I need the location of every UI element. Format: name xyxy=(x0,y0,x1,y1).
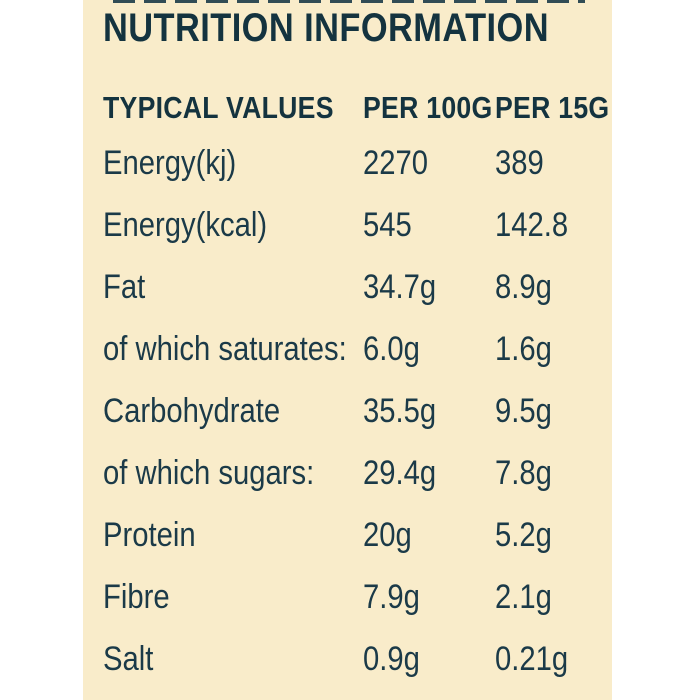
per-100g-value: 0.9g xyxy=(363,639,420,678)
per-15g-value: 5.2g xyxy=(495,515,552,554)
per-15g-value: 142.8 xyxy=(495,205,569,244)
per-15g-value: 9.5g xyxy=(495,391,552,430)
per-100g-value: 2270 xyxy=(363,143,429,182)
per-100g-value: 7.9g xyxy=(363,577,420,616)
per-15g-value: 389 xyxy=(495,143,544,182)
per-15g-value: 8.9g xyxy=(495,267,552,306)
header-typical-values: TYPICAL VALUES xyxy=(103,90,334,125)
row-label: Carbohydrate xyxy=(103,391,281,430)
row-label: Salt xyxy=(103,639,154,678)
nutrition-table: TYPICAL VALUES PER 100G PER 15G Energy(k… xyxy=(103,90,612,690)
table-row: Fat 34.7g 8.9g xyxy=(103,256,612,318)
table-row: Fibre 7.9g 2.1g xyxy=(103,566,612,628)
row-label: Protein xyxy=(103,515,196,554)
per-15g-value: 2.1g xyxy=(495,577,552,616)
per-100g-value: 34.7g xyxy=(363,267,437,306)
row-label: of which sugars: xyxy=(103,453,315,492)
nutrition-panel: NUTRITION INFORMATION TYPICAL VALUES PER… xyxy=(83,0,612,700)
cropped-text-artifact xyxy=(113,0,585,3)
per-100g-value: 20g xyxy=(363,515,412,554)
per-100g-value: 6.0g xyxy=(363,329,420,368)
table-row: Protein 20g 5.2g xyxy=(103,504,612,566)
per-100g-value: 35.5g xyxy=(363,391,437,430)
table-row: of which sugars: 29.4g 7.8g xyxy=(103,442,612,504)
row-label: Fat xyxy=(103,267,146,306)
per-15g-value: 1.6g xyxy=(495,329,552,368)
table-row: Carbohydrate 35.5g 9.5g xyxy=(103,380,612,442)
per-100g-value: 29.4g xyxy=(363,453,437,492)
row-label: of which saturates: xyxy=(103,329,347,368)
row-label: Fibre xyxy=(103,577,170,616)
table-row: Salt 0.9g 0.21g xyxy=(103,628,612,690)
page-title: NUTRITION INFORMATION xyxy=(103,6,549,50)
table-row: of which saturates: 6.0g 1.6g xyxy=(103,318,612,380)
header-per-100g: PER 100G xyxy=(363,90,493,125)
table-body: Energy(kj) 2270 389 Energy(kcal) 545 142… xyxy=(103,132,612,690)
per-15g-value: 0.21g xyxy=(495,639,569,678)
row-label: Energy(kcal) xyxy=(103,205,268,244)
table-row: Energy(kcal) 545 142.8 xyxy=(103,194,612,256)
per-100g-value: 545 xyxy=(363,205,412,244)
table-header-row: TYPICAL VALUES PER 100G PER 15G xyxy=(103,90,612,125)
per-15g-value: 7.8g xyxy=(495,453,552,492)
table-row: Energy(kj) 2270 389 xyxy=(103,132,612,194)
row-label: Energy(kj) xyxy=(103,143,237,182)
panel-content: NUTRITION INFORMATION TYPICAL VALUES PER… xyxy=(103,0,612,690)
header-per-15g: PER 15G xyxy=(495,90,610,125)
